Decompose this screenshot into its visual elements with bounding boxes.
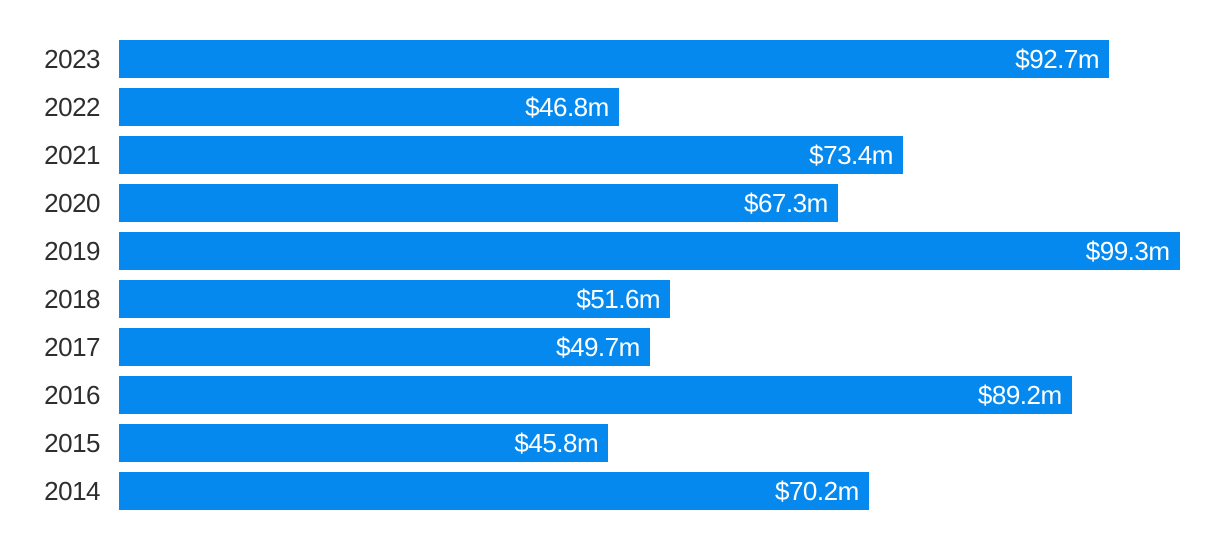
value-label: $73.4m (809, 140, 893, 170)
bar-row: 2023 $92.7m (0, 40, 1220, 78)
value-label: $45.8m (514, 428, 599, 458)
value-label: $92.7m (1015, 44, 1100, 74)
value-bar: $73.4m (119, 136, 903, 174)
value-bar: $89.2m (119, 376, 1072, 414)
value-label: $67.3m (744, 188, 828, 218)
value-label: $51.6m (576, 284, 661, 314)
bar-track: $92.7m (119, 40, 1187, 78)
value-bar: $51.6m (119, 280, 671, 318)
value-label: $99.3m (1085, 236, 1170, 266)
bar-track: $45.8m (119, 424, 1187, 462)
bar-track: $51.6m (119, 280, 1187, 318)
category-label: 2015 (44, 428, 100, 458)
value-bar: $67.3m (119, 184, 838, 222)
bar-track: $89.2m (119, 376, 1187, 414)
bar-row: 2015 $45.8m (0, 424, 1220, 462)
category-label: 2016 (44, 380, 100, 410)
bar-row: 2018 $51.6m (0, 280, 1220, 318)
category-label: 2017 (44, 332, 100, 362)
value-bar: $99.3m (119, 232, 1180, 270)
bar-row: 2016 $89.2m (0, 376, 1220, 414)
bar-track: $49.7m (119, 328, 1187, 366)
value-bar: $49.7m (119, 328, 650, 366)
bar-row: 2019 $99.3m (0, 232, 1220, 270)
bar-track: $67.3m (119, 184, 1187, 222)
bar-row: 2014 $70.2m (0, 472, 1220, 510)
bar-row: 2017 $49.7m (0, 328, 1220, 366)
value-label: $70.2m (775, 476, 859, 506)
bar-track: $70.2m (119, 472, 1187, 510)
bar-row: 2021 $73.4m (0, 136, 1220, 174)
bar-track: $46.8m (119, 88, 1187, 126)
category-label: 2018 (44, 284, 100, 314)
value-bar: $92.7m (119, 40, 1110, 78)
bar-track: $73.4m (119, 136, 1187, 174)
bar-track: $99.3m (119, 232, 1187, 270)
category-label: 2022 (44, 92, 100, 122)
value-bar: $45.8m (119, 424, 609, 462)
value-label: $49.7m (556, 332, 640, 362)
category-label: 2014 (44, 476, 100, 506)
value-bar: $70.2m (119, 472, 869, 510)
value-label: $89.2m (977, 380, 1062, 410)
category-label: 2019 (44, 236, 100, 266)
category-label: 2021 (44, 140, 100, 170)
category-label: 2023 (44, 44, 100, 74)
bar-row: 2020 $67.3m (0, 184, 1220, 222)
category-label: 2020 (44, 188, 100, 218)
bar-row: 2022 $46.8m (0, 88, 1220, 126)
value-bar: $46.8m (119, 88, 619, 126)
value-label: $46.8m (525, 92, 609, 122)
